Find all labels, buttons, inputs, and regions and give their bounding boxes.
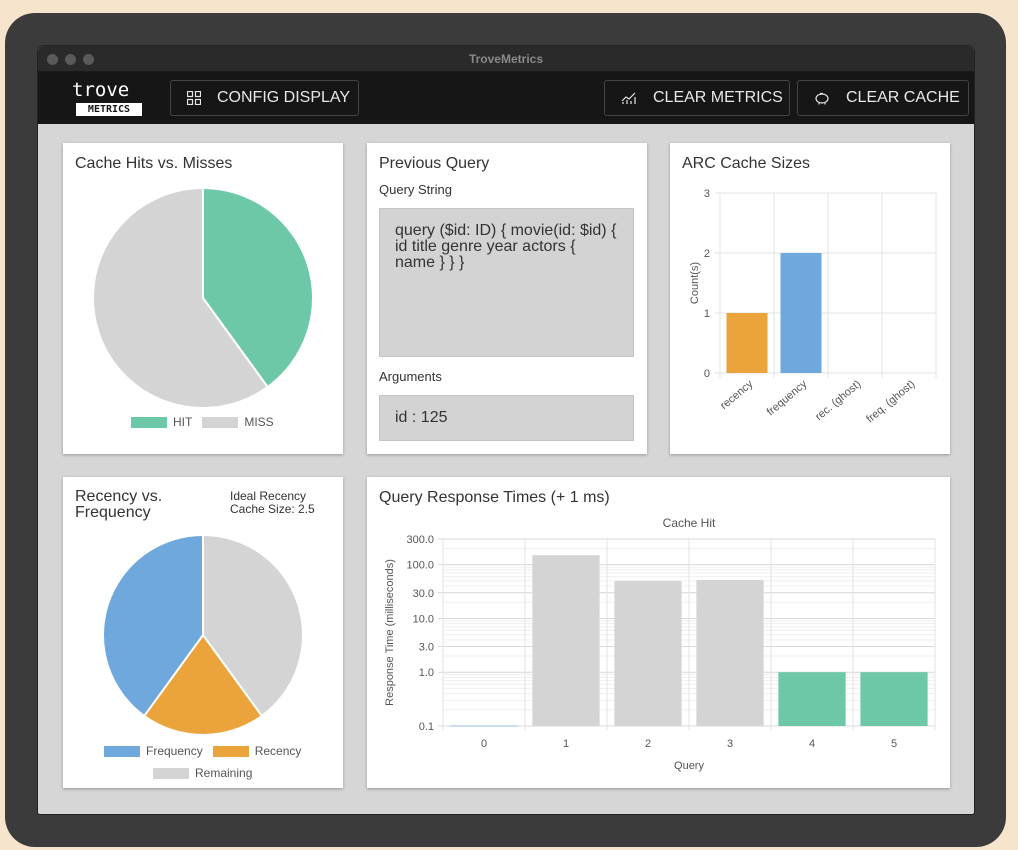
response-x-tick: 3: [727, 738, 733, 750]
response-bar-5: [860, 672, 928, 726]
arc-cache-title: ARC Cache Sizes: [682, 155, 811, 172]
pie-slice-recency: [142, 633, 264, 736]
grid-icon: [187, 91, 201, 105]
recency-frequency-pie-chart: [102, 533, 304, 736]
arc-y-tick: 1: [704, 308, 710, 320]
ideal-recency-text: Ideal Recency Cache Size: 2.5: [230, 489, 315, 516]
response-x-axis-label: Query: [674, 760, 704, 772]
arc-y-tick: 2: [704, 248, 710, 260]
arc-x-tick: recency: [718, 378, 756, 412]
recency-frequency-card: Recency vs. Frequency Ideal Recency Cach…: [63, 477, 343, 788]
pie-slice-miss: [92, 186, 270, 409]
clear-cache-label: CLEAR CACHE: [846, 89, 960, 106]
response-times-bar-chart: Cache Hit 0.1 1.0 3.0 10.0 30.0 100.0 300.0 Resp…: [384, 516, 936, 772]
arc-cache-card: ARC Cache Sizes 0 1 2 3 Count(s) recency frequ…: [670, 143, 950, 454]
arc-y-axis-label: Count(s): [689, 262, 701, 304]
response-times-card: Query Response Times (+ 1 ms) Cache Hit 0…: [367, 477, 950, 788]
cache-hits-title: Cache Hits vs. Misses: [75, 155, 233, 172]
legend-swatch-frequency: [104, 745, 140, 757]
arc-x-tick: frequency: [765, 378, 810, 419]
response-x-tick: 0: [481, 738, 487, 750]
response-y-tick: 0.1: [419, 721, 434, 733]
hits-pie-chart: [92, 186, 314, 409]
query-string-label: Query String: [379, 182, 452, 197]
legend-swatch-hit: [131, 416, 167, 428]
pie-slice-hit: [202, 186, 314, 389]
minimize-window-button[interactable]: [65, 54, 76, 65]
legend-swatch-remaining: [153, 767, 189, 779]
close-window-button[interactable]: [47, 54, 58, 65]
arc-bar-frequency: [780, 253, 822, 373]
response-x-tick: 2: [645, 738, 651, 750]
arc-x-tick: rec. (ghost): [813, 378, 863, 423]
arc-y-tick: 3: [704, 188, 710, 200]
clear-metrics-button[interactable]: CLEAR METRICS: [604, 80, 790, 116]
arguments-label: Arguments: [379, 369, 442, 384]
arc-bar-chart: 0 1 2 3 Count(s) recency frequency rec. (ghost)…: [689, 188, 937, 425]
zoom-window-button[interactable]: [83, 54, 94, 65]
response-bar-3: [696, 579, 764, 726]
recency-frequency-title: Recency vs. Frequency: [75, 488, 163, 521]
logo-badge: METRICS: [76, 103, 142, 116]
chart-icon: [621, 92, 636, 104]
response-x-tick: 1: [563, 738, 569, 750]
pie-slice-frequency: [102, 533, 204, 718]
arc-bar-recency: [726, 313, 768, 373]
response-x-tick: 5: [891, 738, 897, 750]
arc-x-tick: freq. (ghost): [864, 378, 917, 425]
query-string-box: query ($id: ID) { movie(id: $id) { id ti…: [379, 208, 634, 357]
hits-legend: HIT MISS: [131, 415, 274, 429]
response-bar-4: [778, 672, 846, 726]
trove-logo: trove METRICS: [70, 79, 144, 117]
response-y-tick: 10.0: [413, 613, 434, 625]
config-display-label: CONFIG DISPLAY: [217, 89, 351, 106]
response-y-axis-label: Response Time (milliseconds): [384, 559, 396, 706]
response-bar-1: [532, 555, 600, 726]
legend-label-frequency: Frequency: [146, 744, 203, 758]
response-times-title: Query Response Times (+ 1 ms): [379, 489, 610, 506]
clear-metrics-label: CLEAR METRICS: [653, 89, 783, 106]
legend-swatch-miss: [202, 416, 239, 428]
app-bar: trove METRICS CONFIG DISPLAY CLEAR METRI…: [38, 72, 974, 124]
legend-label-miss: MISS: [244, 415, 274, 429]
clear-cache-button[interactable]: CLEAR CACHE: [797, 80, 969, 116]
response-x-tick: 4: [809, 738, 815, 750]
window-title: TroveMetrics: [468, 52, 544, 66]
legend-label-hit: HIT: [173, 415, 193, 429]
config-display-button[interactable]: CONFIG DISPLAY: [170, 80, 359, 116]
response-y-tick: 100.0: [406, 560, 434, 572]
response-y-tick: 300.0: [406, 534, 434, 546]
cache-hits-card: Cache Hits vs. Misses HIT MISS: [63, 143, 343, 454]
rf-legend-row-1: Frequency Recency: [104, 744, 301, 758]
response-y-tick: 30.0: [413, 588, 434, 600]
response-chart-title: Cache Hit: [663, 516, 716, 530]
legend-label-remaining: Remaining: [195, 766, 253, 780]
arguments-box: id : 125: [379, 395, 634, 441]
legend-swatch-recency: [212, 745, 249, 757]
rf-legend-row-2: Remaining: [153, 766, 252, 780]
logo-word: trove: [72, 79, 130, 101]
pie-slice-remaining: [202, 533, 304, 718]
previous-query-title: Previous Query: [379, 155, 490, 172]
piggy-bank-icon: [815, 92, 829, 105]
arc-y-tick: 0: [704, 368, 710, 380]
app-window: TroveMetrics trove METRICS CONFIG DISPLA…: [38, 46, 974, 814]
legend-label-recency: Recency: [254, 744, 302, 758]
previous-query-card: Previous Query Query String query ($id: …: [367, 143, 647, 454]
response-y-tick: 3.0: [419, 642, 434, 654]
response-bar-2: [614, 580, 682, 726]
title-bar: TroveMetrics: [38, 46, 974, 72]
response-y-tick: 1.0: [419, 667, 434, 679]
